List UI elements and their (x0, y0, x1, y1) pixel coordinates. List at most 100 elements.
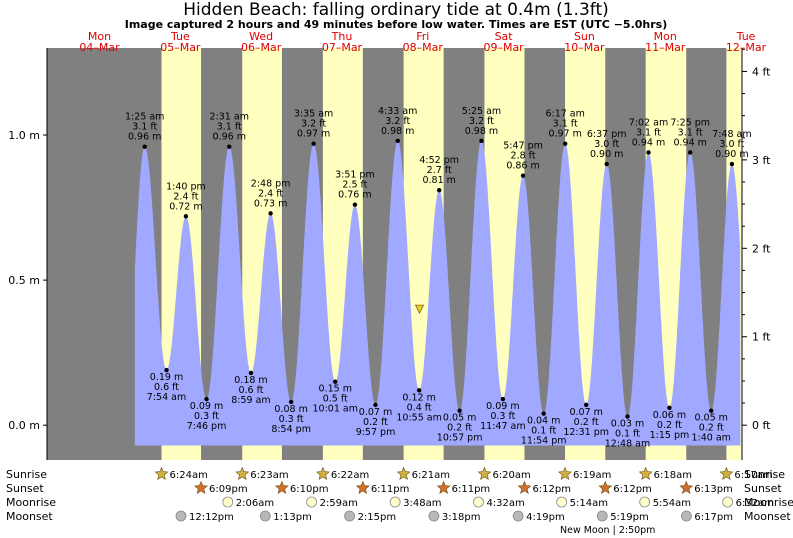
high-tide-label: 7:25 pm3.1 ft0.94 m (670, 117, 710, 148)
moon-phase-label: New Moon | 2:50pm (560, 525, 655, 536)
tide-label-line: 0.97 m (297, 129, 330, 140)
tide-label-line: 0.3 ft (194, 411, 219, 422)
tide-label-line: 3:35 am (294, 109, 333, 120)
tide-label-line: 0.09 m (190, 401, 223, 412)
day-date: 12–Mar (726, 41, 767, 54)
tide-label-line: 12:31 pm (563, 427, 609, 438)
high-tide-label: 4:33 am3.2 ft0.98 m (378, 106, 417, 137)
tide-label-line: 7:25 pm (670, 117, 710, 128)
tide-point (183, 214, 189, 219)
tide-label-line: 0.2 ft (699, 423, 724, 434)
day-date: 06–Mar (241, 41, 282, 54)
day-date: 05–Mar (160, 41, 201, 54)
right-tick-label: 3 ft (752, 154, 771, 167)
tide-point (500, 396, 506, 402)
right-axis-feet: 0 ft 1 ft 2 ft 3 ft 4 ft (741, 48, 771, 460)
sunrise-time: 6:23am (250, 470, 288, 481)
tide-label-line: 0.90 m (715, 149, 748, 160)
tide-label-line: 0.2 ft (363, 417, 388, 428)
moonrise-icon (306, 496, 317, 508)
sunset-icon (274, 480, 289, 494)
moonset-icon (344, 510, 355, 522)
chart-title: Hidden Beach: falling ordinary tide at 0… (183, 0, 609, 20)
moonset-icon (175, 510, 187, 522)
tide-label-line: 0.07 m (569, 407, 602, 418)
row-label-moonrise: Moonrise (6, 496, 56, 509)
tide-point (479, 138, 484, 144)
sunrise-icon (235, 466, 250, 480)
tide-label-line: 3.1 ft (217, 122, 242, 133)
tide-label-line: 0.06 m (653, 410, 686, 421)
tide-point (268, 211, 273, 216)
moonset-icon (512, 510, 524, 522)
left-tick-label: 1.0 m (8, 129, 40, 142)
low-tide-label: 0.06 m0.2 ft1:15 pm (650, 410, 690, 441)
tide-label-line: 7:02 am (629, 117, 668, 128)
high-tide-label: 7:02 am3.1 ft0.94 m (629, 117, 668, 148)
sunrise-icon (558, 466, 572, 480)
tide-label-line: 0.4 ft (407, 402, 432, 413)
row-label-right-sunrise: Sunrise (744, 468, 785, 481)
tide-label-line: 0.2 ft (447, 423, 472, 434)
day-of-week: Mon (88, 30, 111, 43)
day-of-week: Sat (495, 30, 514, 43)
sunrise-icon (315, 466, 330, 480)
moonset-time: 3:18pm (442, 512, 481, 523)
day-header: Mon04–MarTue05–MarWed06–MarThu07–MarFri0… (79, 30, 766, 54)
moonrise-time: 5:54am (653, 498, 691, 509)
tide-label-line: 0.96 m (213, 132, 246, 143)
sunset-time: 6:09pm (209, 484, 248, 495)
tide-point (541, 411, 546, 416)
day-of-week: Thu (331, 30, 353, 43)
tide-point (604, 161, 609, 167)
tide-label-line: 2.7 ft (427, 165, 452, 176)
moonset-time: 5:19pm (610, 512, 649, 523)
day-date: 11–Mar (645, 41, 686, 54)
moonrise-icon (556, 496, 568, 508)
sunset-icon (598, 480, 613, 494)
tide-label-line: 0.09 m (486, 401, 519, 412)
low-tide-label: 0.07 m0.2 ft9:57 pm (356, 407, 396, 438)
moonrise-icon (389, 496, 401, 508)
tide-label-line: 11:54 pm (521, 436, 567, 447)
high-tide-label: 2:31 am3.1 ft0.96 m (210, 112, 249, 143)
high-tide-label: 2:48 pm2.4 ft0.73 m (251, 178, 291, 209)
moonset-time: 4:19pm (526, 512, 565, 523)
low-tide-label: 0.09 m0.3 ft7:46 pm (187, 401, 227, 432)
tide-label-line: 3.0 ft (719, 139, 744, 150)
low-tide-label: 0.08 m0.3 ft8:54 pm (271, 404, 311, 435)
tide-label-line: 2.5 ft (342, 180, 367, 191)
sunset-time: 6:12pm (613, 484, 652, 495)
moonrise-icon (639, 496, 651, 508)
tide-point (667, 405, 672, 410)
tide-label-line: 8:59 am (231, 395, 270, 406)
tide-label-line: 0.98 m (381, 126, 414, 137)
tide-label-line: 3:51 pm (335, 170, 375, 181)
high-tide-label: 6:17 am3.1 ft0.97 m (545, 109, 584, 140)
moonrise-icon (722, 496, 734, 508)
tide-label-line: 1:40 am (691, 433, 730, 444)
tide-label-line: 9:57 pm (356, 427, 396, 438)
tide-label-line: 0.81 m (422, 175, 455, 186)
tide-label-line: 0.86 m (506, 161, 539, 172)
sunset-icon (679, 480, 694, 494)
tide-label-line: 3.2 ft (301, 119, 326, 130)
tide-label-line: 0.07 m (359, 407, 392, 418)
day-of-week: Sun (574, 30, 595, 43)
sunset-icon (436, 480, 451, 494)
sunrise-time: 6:22am (331, 470, 369, 481)
tide-point (457, 408, 462, 413)
tide-label-line: 2.4 ft (258, 188, 283, 199)
sunrise-icon (638, 466, 653, 480)
day-of-week: Fri (416, 30, 429, 43)
tide-point (416, 388, 422, 393)
tide-label-line: 0.19 m (150, 372, 183, 383)
tide-label-line: 0.1 ft (531, 426, 556, 437)
tide-point (583, 402, 589, 408)
high-tide-label: 6:37 pm3.0 ft0.90 m (587, 129, 627, 160)
sunrise-icon (154, 466, 169, 480)
